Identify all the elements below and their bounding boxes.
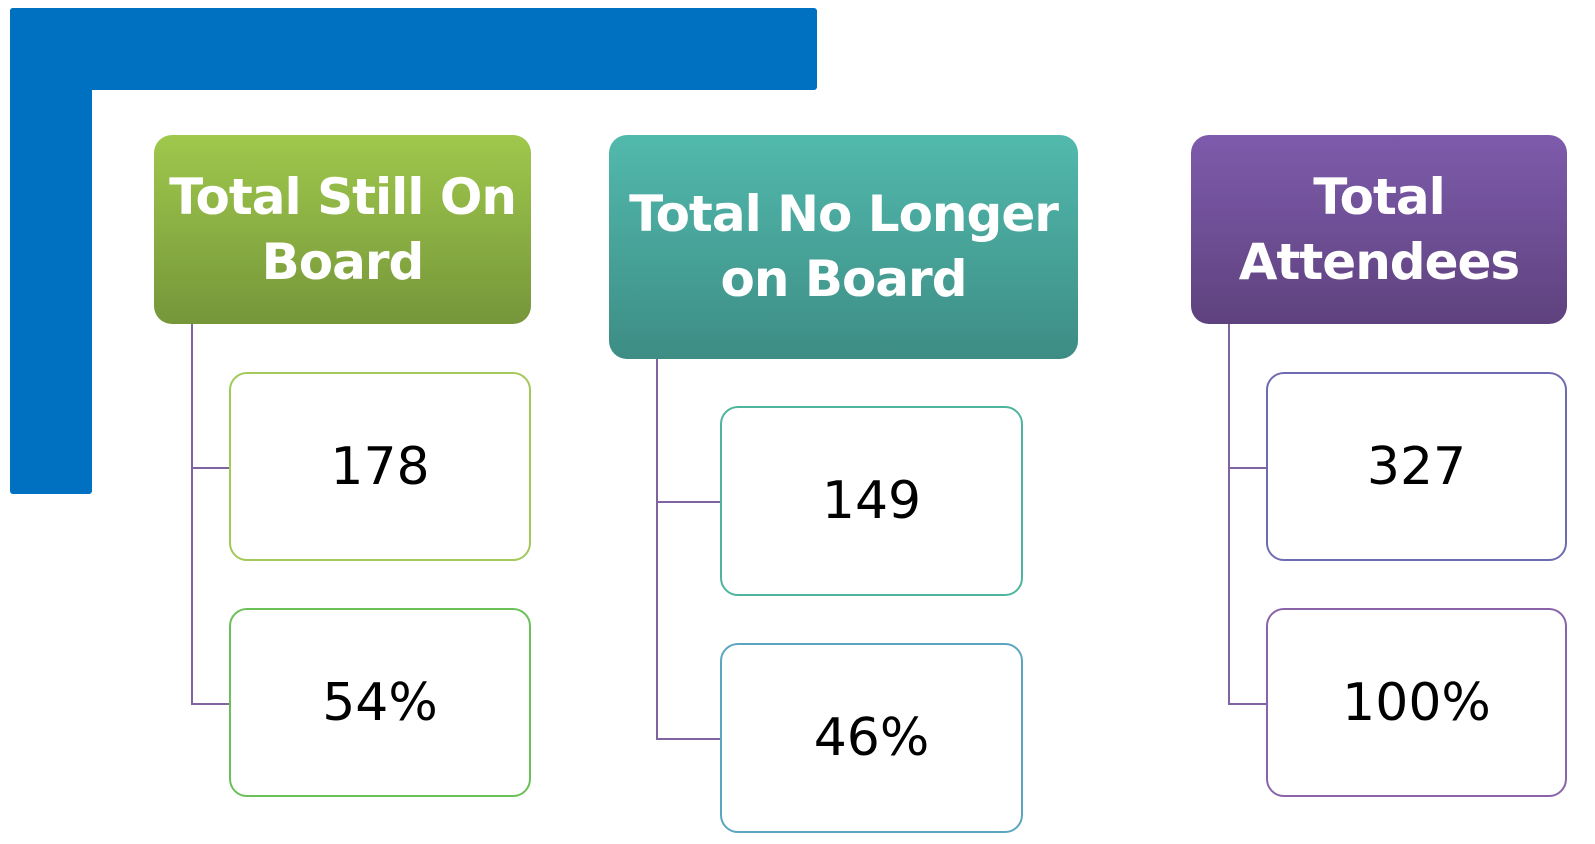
group-header: Total Attendees <box>1191 135 1567 324</box>
header-line: Board <box>261 232 425 291</box>
accent-bar-top <box>10 8 817 90</box>
connector-trunk <box>656 359 658 738</box>
connector-trunk <box>1228 324 1230 703</box>
item-box: 327 <box>1266 372 1567 561</box>
group-header: Total No Longer on Board <box>609 135 1078 359</box>
item-box: 46% <box>720 643 1023 833</box>
connector-branch <box>656 738 720 740</box>
connector-branch <box>656 501 720 503</box>
header-line: Total No Longer <box>629 185 1059 243</box>
connector-trunk <box>191 324 193 703</box>
group-header: Total Still On Board <box>154 135 531 324</box>
item-box: 54% <box>229 608 531 797</box>
item-box: 149 <box>720 406 1023 596</box>
connector-branch <box>1228 702 1266 705</box>
header-line: on Board <box>720 250 967 308</box>
header-line: Attendees <box>1238 232 1520 291</box>
connector-branch <box>1228 466 1266 469</box>
header-line: Total Still On <box>169 167 517 226</box>
accent-bar-left <box>10 8 92 494</box>
item-box: 100% <box>1266 608 1567 797</box>
connector-branch <box>191 466 229 469</box>
item-box: 178 <box>229 372 531 561</box>
header-line: Total <box>1313 167 1446 226</box>
connector-branch <box>191 702 229 705</box>
